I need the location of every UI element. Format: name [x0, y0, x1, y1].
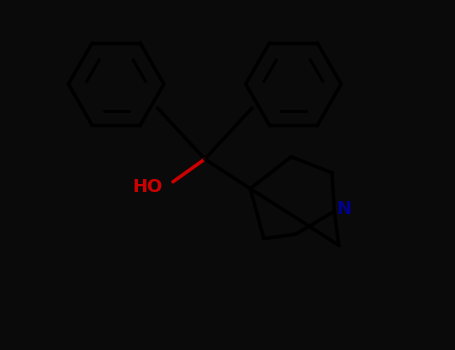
Text: N: N	[336, 200, 351, 218]
Text: HO: HO	[133, 178, 163, 196]
